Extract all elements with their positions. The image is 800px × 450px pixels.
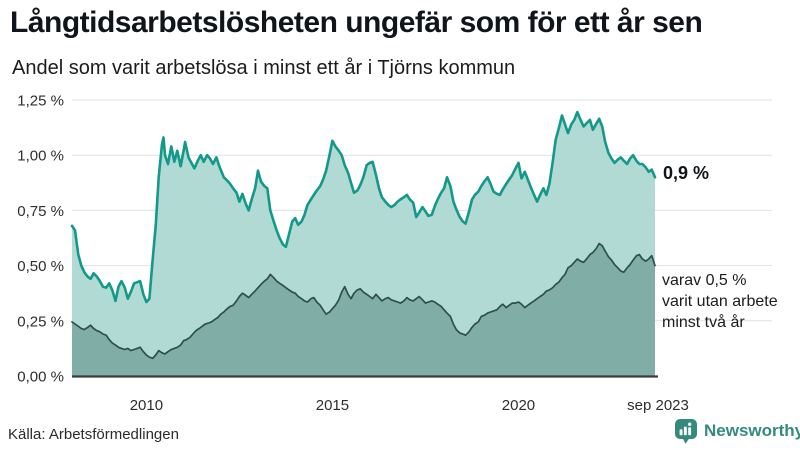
x-tick-label: 2020 — [502, 397, 535, 414]
breakdown-line: varit utan arbete — [662, 293, 778, 310]
x-axis-labels: 2010 2015 2020 sep 2023 — [130, 397, 689, 414]
x-tick-label: 2015 — [316, 397, 349, 414]
series-area-2 — [72, 243, 655, 376]
brand-name: Newsworthy — [704, 421, 800, 440]
y-tick-label: 0,00 % — [17, 369, 64, 386]
end-value-annotation: 0,9 % — [663, 163, 710, 183]
y-tick-label: 1,00 % — [17, 148, 64, 165]
breakdown-line: varav 0,5 % — [662, 272, 747, 289]
x-tick-label: sep 2023 — [627, 397, 689, 414]
brand-logo: Newsworthy — [674, 418, 800, 444]
y-axis-labels: 0,00 % 0,25 % 0,50 % 0,75 % 1,00 % 1,25 % — [17, 93, 64, 386]
page-title: Långtidsarbetslösheten ungefär som för e… — [10, 6, 703, 39]
chart-subtitle: Andel som varit arbetslösa i minst ett å… — [12, 57, 516, 79]
y-tick-label: 1,25 % — [17, 93, 64, 110]
y-tick-label: 0,50 % — [17, 258, 64, 275]
source-credit: Källa: Arbetsförmedlingen — [8, 426, 179, 443]
series-line-2 — [71, 242, 656, 360]
series-line-1 — [70, 110, 657, 304]
y-tick-label: 0,25 % — [17, 313, 64, 330]
breakdown-line: minst två år — [662, 314, 745, 331]
x-tick-label: 2010 — [130, 397, 163, 414]
breakdown-annotation: varav 0,5 % varit utan arbete minst två … — [662, 270, 778, 333]
newsworthy-icon — [675, 419, 697, 444]
y-tick-label: 0,75 % — [17, 203, 64, 220]
